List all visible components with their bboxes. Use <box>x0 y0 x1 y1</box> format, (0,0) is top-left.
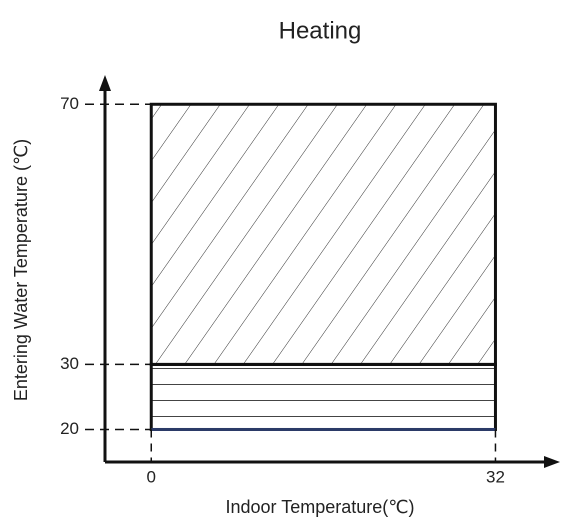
x-tick-label: 0 <box>147 467 156 486</box>
y-axis-label: Entering Water Temperature (℃) <box>11 139 31 401</box>
y-axis-arrow <box>99 75 111 91</box>
chart-title: Heating <box>279 17 362 44</box>
region <box>149 102 497 366</box>
x-axis-label: Indoor Temperature(℃) <box>226 497 415 517</box>
y-tick-label: 30 <box>60 354 79 373</box>
region <box>149 362 497 431</box>
x-tick-label: 32 <box>486 467 505 486</box>
x-axis-arrow <box>544 456 560 468</box>
y-tick-label: 70 <box>60 94 79 113</box>
y-tick-label: 20 <box>60 419 79 438</box>
